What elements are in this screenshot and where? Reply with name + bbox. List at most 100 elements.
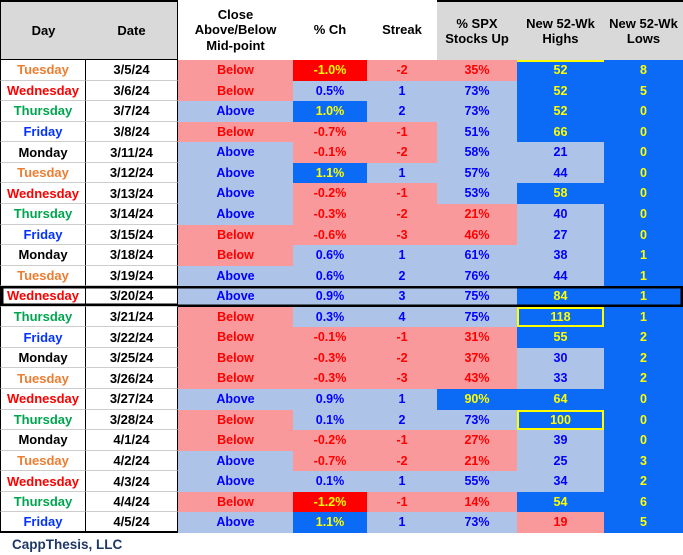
cell-date: 3/12/24	[86, 162, 178, 184]
column-header-date: Date	[86, 0, 178, 60]
cell-day: Monday	[0, 245, 86, 266]
cell-new-52wk-highs: 40	[517, 203, 604, 225]
cell-close-above-below: Above	[178, 203, 293, 225]
cell-spx-stocks-up: 43%	[437, 368, 517, 389]
cell-pct-change: 0.1%	[293, 471, 367, 492]
cell-pct-change: 0.6%	[293, 265, 367, 287]
cell-day: Wednesday	[0, 471, 86, 492]
cell-day: Monday	[0, 430, 86, 451]
cell-new-52wk-highs: 30	[517, 347, 604, 369]
cell-new-52wk-highs: 52	[517, 60, 604, 81]
cell-day: Tuesday	[0, 60, 86, 81]
cell-new-52wk-lows: 0	[604, 101, 683, 122]
cell-close-above-below: Above	[178, 183, 293, 204]
cell-close-above-below: Above	[178, 101, 293, 122]
cell-pct-change: -0.6%	[293, 224, 367, 246]
cell-streak: 1	[367, 245, 437, 266]
cell-spx-stocks-up: 51%	[437, 121, 517, 143]
cell-date: 3/13/24	[86, 183, 178, 204]
cell-new-52wk-highs: 84	[517, 286, 604, 307]
cell-new-52wk-highs: 118	[517, 306, 604, 328]
cell-new-52wk-highs: 34	[517, 471, 604, 492]
cell-spx-stocks-up: 53%	[437, 183, 517, 204]
cell-streak: -2	[367, 60, 437, 81]
cell-date: 4/2/24	[86, 450, 178, 472]
cell-spx-stocks-up: 73%	[437, 101, 517, 122]
cell-close-above-below: Above	[178, 450, 293, 472]
cell-streak: -3	[367, 224, 437, 246]
cell-close-above-below: Below	[178, 245, 293, 266]
cell-spx-stocks-up: 46%	[437, 224, 517, 246]
cell-date: 3/18/24	[86, 245, 178, 266]
cell-new-52wk-lows: 1	[604, 245, 683, 266]
cell-streak: 1	[367, 512, 437, 533]
cell-close-above-below: Below	[178, 491, 293, 513]
cell-new-52wk-lows: 2	[604, 368, 683, 389]
market-breadth-table: Day Date Close Above/Below Mid-point % C…	[0, 0, 683, 533]
cell-new-52wk-highs: 52	[517, 80, 604, 102]
cell-close-above-below: Below	[178, 60, 293, 81]
cell-day: Wednesday	[0, 183, 86, 204]
cell-new-52wk-lows: 8	[604, 60, 683, 81]
cell-streak: -3	[367, 368, 437, 389]
cell-new-52wk-highs: 38	[517, 245, 604, 266]
cell-new-52wk-lows: 0	[604, 224, 683, 246]
cell-day: Tuesday	[0, 162, 86, 184]
cell-pct-change: -0.3%	[293, 347, 367, 369]
cell-day: Tuesday	[0, 368, 86, 389]
cell-spx-stocks-up: 76%	[437, 265, 517, 287]
cell-streak: -1	[367, 183, 437, 204]
cell-day: Friday	[0, 224, 86, 246]
cell-close-above-below: Above	[178, 286, 293, 307]
cell-pct-change: 0.5%	[293, 80, 367, 102]
cell-date: 3/19/24	[86, 265, 178, 287]
cell-spx-stocks-up: 75%	[437, 286, 517, 307]
cell-new-52wk-lows: 2	[604, 327, 683, 348]
cell-day: Wednesday	[0, 389, 86, 410]
cell-pct-change: -0.3%	[293, 368, 367, 389]
cell-streak: -1	[367, 121, 437, 143]
cell-date: 3/7/24	[86, 101, 178, 122]
cell-pct-change: -1.0%	[293, 60, 367, 81]
cell-streak: 2	[367, 101, 437, 122]
cell-close-above-below: Above	[178, 512, 293, 533]
cell-day: Thursday	[0, 409, 86, 431]
cell-spx-stocks-up: 90%	[437, 389, 517, 410]
cell-date: 3/15/24	[86, 224, 178, 246]
cell-day: Wednesday	[0, 286, 86, 307]
cell-pct-change: 1.1%	[293, 512, 367, 533]
cell-spx-stocks-up: 21%	[437, 450, 517, 472]
cell-streak: -2	[367, 450, 437, 472]
cell-close-above-below: Below	[178, 327, 293, 348]
cell-streak: 2	[367, 409, 437, 431]
cell-spx-stocks-up: 21%	[437, 203, 517, 225]
cell-spx-stocks-up: 27%	[437, 430, 517, 451]
cell-new-52wk-highs: 19	[517, 512, 604, 533]
cell-spx-stocks-up: 75%	[437, 306, 517, 328]
footer-brand: CappThesis, LLC	[12, 536, 123, 552]
cell-spx-stocks-up: 31%	[437, 327, 517, 348]
cell-new-52wk-lows: 0	[604, 389, 683, 410]
cell-date: 4/4/24	[86, 491, 178, 513]
cell-date: 3/22/24	[86, 327, 178, 348]
cell-new-52wk-highs: 25	[517, 450, 604, 472]
cell-new-52wk-lows: 3	[604, 450, 683, 472]
cell-new-52wk-lows: 1	[604, 306, 683, 328]
cell-new-52wk-lows: 5	[604, 512, 683, 533]
column-header-day: Day	[0, 0, 86, 60]
cell-pct-change: 0.3%	[293, 306, 367, 328]
cell-close-above-below: Above	[178, 389, 293, 410]
cell-pct-change: -1.2%	[293, 491, 367, 513]
cell-spx-stocks-up: 73%	[437, 409, 517, 431]
cell-streak: -2	[367, 347, 437, 369]
cell-new-52wk-lows: 6	[604, 491, 683, 513]
cell-new-52wk-lows: 1	[604, 286, 683, 307]
cell-streak: -1	[367, 430, 437, 451]
cell-day: Friday	[0, 121, 86, 143]
cell-new-52wk-lows: 0	[604, 162, 683, 184]
cell-streak: 1	[367, 471, 437, 492]
cell-spx-stocks-up: 61%	[437, 245, 517, 266]
cell-streak: -2	[367, 203, 437, 225]
cell-close-above-below: Below	[178, 80, 293, 102]
cell-pct-change: 0.9%	[293, 286, 367, 307]
